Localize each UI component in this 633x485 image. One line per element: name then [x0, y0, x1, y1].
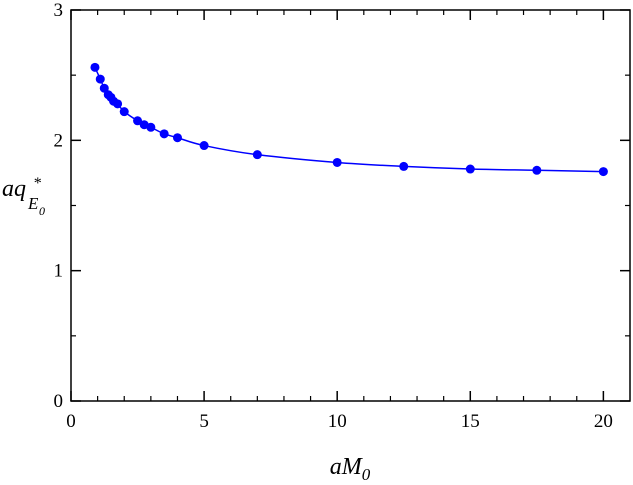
data-point — [90, 62, 100, 72]
data-point — [199, 141, 209, 151]
data-point — [532, 165, 542, 175]
x-tick-label: 5 — [199, 411, 209, 432]
data-point — [119, 107, 129, 117]
data-point — [332, 157, 342, 167]
y-tick-label: 1 — [54, 261, 64, 282]
x-axis-label: aM0 — [330, 454, 371, 484]
data-point — [95, 74, 105, 84]
y-axis-label-subsub: 0 — [39, 204, 45, 218]
ticks — [70, 9, 630, 402]
data-point — [399, 161, 409, 171]
data-point — [99, 83, 109, 93]
data-point — [159, 129, 169, 139]
y-axis-label-sup: * — [33, 175, 41, 192]
x-tick-label: 0 — [66, 411, 76, 432]
x-tick-label: 10 — [328, 411, 347, 432]
y-tick-label: 3 — [54, 0, 64, 21]
data-point — [598, 167, 608, 177]
y-tick-label: 0 — [54, 391, 64, 412]
tick-labels: 0 5 10 15 20 0 1 2 3 — [54, 0, 613, 432]
x-tick-label: 15 — [461, 411, 480, 432]
data-point — [252, 150, 262, 160]
data-point — [172, 133, 182, 143]
y-axis-label-sub: E — [27, 194, 39, 213]
y-axis-label-base: aq — [2, 176, 26, 202]
x-tick-label: 20 — [594, 411, 613, 432]
data-points — [90, 62, 608, 177]
plot-frame — [70, 9, 631, 402]
fit-curve — [94, 67, 604, 173]
data-point — [465, 164, 475, 174]
y-tick-label: 2 — [54, 130, 64, 151]
data-point — [133, 116, 143, 126]
data-point — [146, 122, 156, 132]
data-point — [113, 99, 123, 109]
y-axis-label: aq * E 0 — [2, 175, 45, 218]
